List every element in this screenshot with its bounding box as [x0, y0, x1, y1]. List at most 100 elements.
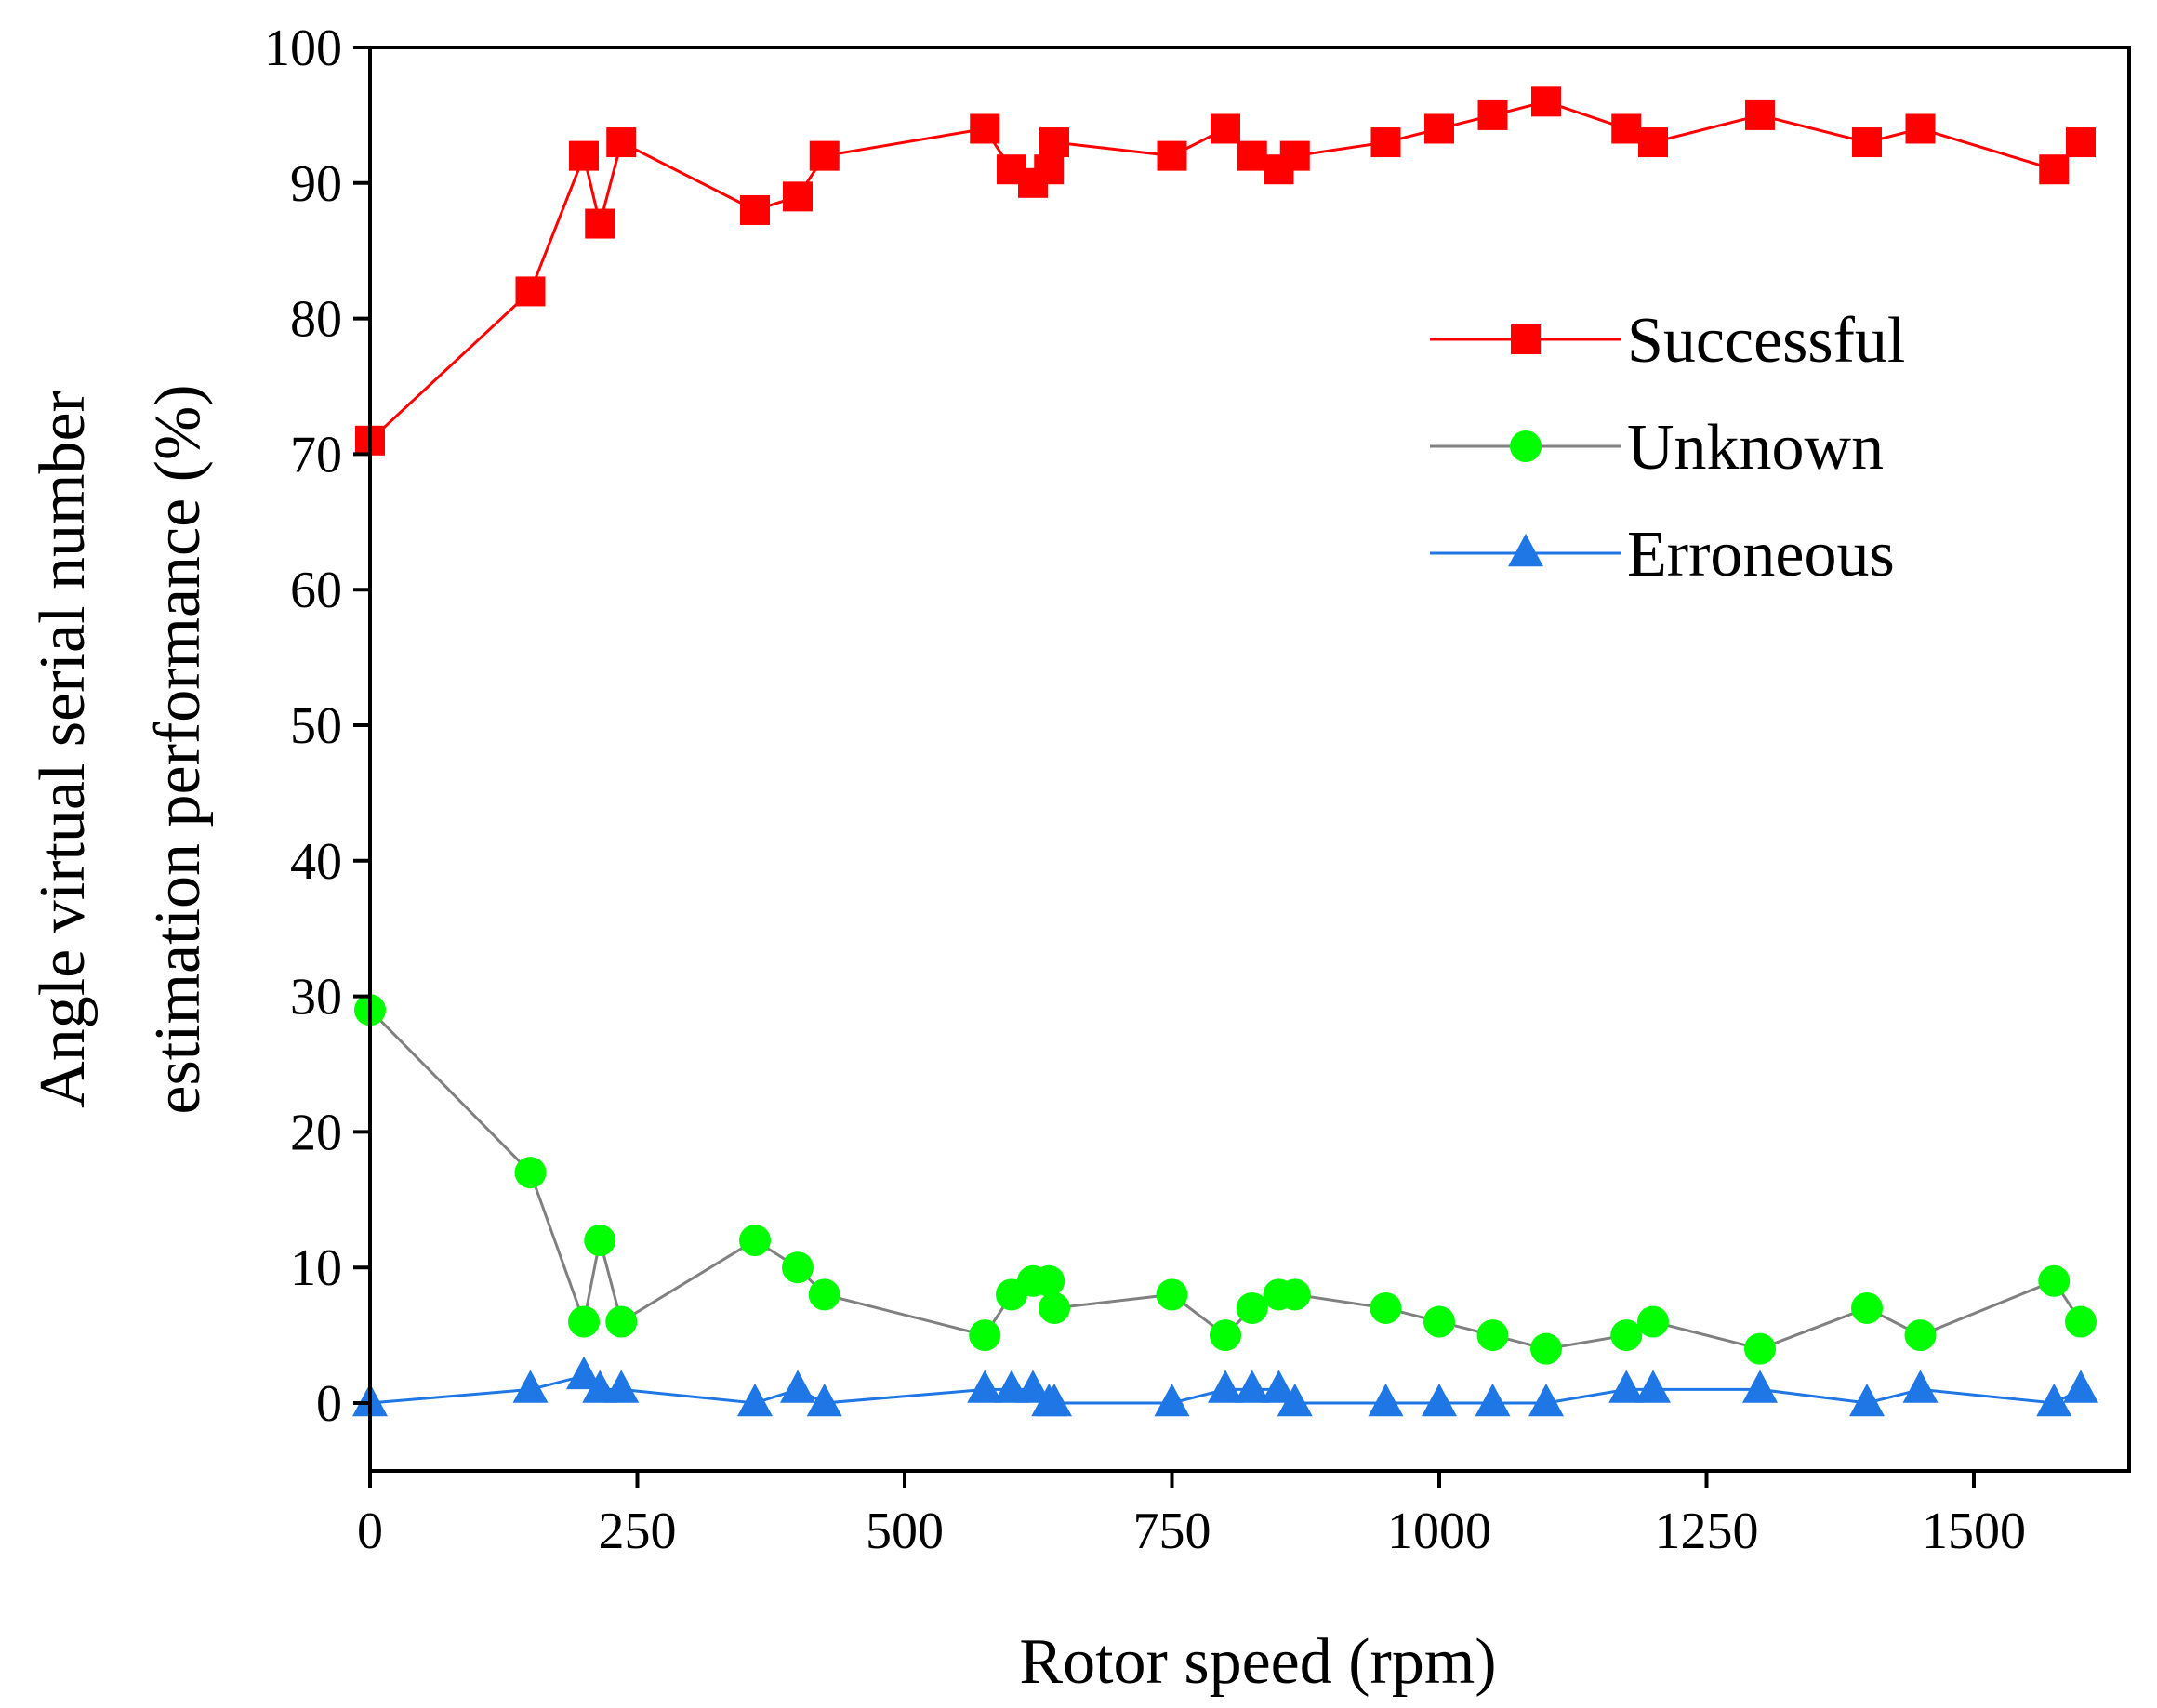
y-tick-label: 0 — [316, 1375, 342, 1433]
unknown-data-point — [1904, 1319, 1937, 1352]
successful-data-point — [2066, 127, 2096, 158]
unknown-data-point — [2065, 1305, 2097, 1338]
unknown-data-point — [1476, 1319, 1509, 1352]
legend: Successful Unknown Erroneous — [1430, 305, 1905, 590]
unknown-data-point — [584, 1225, 616, 1257]
erroneous-data-point — [806, 1383, 842, 1417]
successful-data-point — [1279, 140, 1310, 171]
successful-data-point — [1852, 127, 1882, 158]
unknown-data-point — [1637, 1305, 1669, 1338]
unknown-data-point — [1370, 1291, 1402, 1324]
ticks-layer: 0 250 500 750 1000 1250 1500 0 10 20 30 40 50 60 70 80 9… — [264, 20, 2026, 1560]
erroneous-data-point — [1422, 1383, 1457, 1417]
erroneous-data-point — [780, 1370, 815, 1403]
successful-data-point — [740, 194, 770, 225]
y-tick-label: 50 — [290, 697, 342, 755]
legend-label-erroneous: Erroneous — [1627, 519, 1895, 590]
x-tick-label: 0 — [357, 1503, 383, 1560]
unknown-data-point — [2038, 1264, 2071, 1297]
successful-data-point — [585, 208, 615, 239]
series-successful — [355, 86, 2096, 456]
y-axis-title-line-2: estimation performance (%) — [142, 384, 214, 1114]
erroneous-data-point — [1849, 1383, 1885, 1417]
unknown-data-point — [1210, 1319, 1241, 1352]
erroneous-data-point — [1742, 1370, 1778, 1403]
erroneous-data-point — [1528, 1383, 1564, 1417]
unknown-data-point — [808, 1278, 840, 1311]
erroneous-data-point — [967, 1370, 1003, 1403]
unknown-data-point — [1851, 1291, 1883, 1324]
successful-data-point — [1745, 99, 1775, 130]
legend-marker-erroneous — [1508, 533, 1543, 567]
unknown-data-point — [605, 1305, 638, 1338]
erroneous-data-point — [603, 1370, 640, 1403]
unknown-data-point — [568, 1305, 600, 1338]
erroneous-data-point — [1234, 1370, 1270, 1403]
erroneous-data-point — [1475, 1383, 1511, 1417]
successful-data-point — [1211, 113, 1240, 144]
y-tick-label: 90 — [290, 155, 342, 213]
plot-layer — [352, 86, 2098, 1417]
erroneous-data-point — [1154, 1383, 1190, 1417]
x-tick-label: 1500 — [1922, 1503, 2026, 1560]
unknown-data-point — [1744, 1332, 1776, 1365]
successful-data-point — [783, 181, 813, 212]
successful-data-point — [1039, 127, 1069, 158]
y-tick-label: 20 — [290, 1104, 342, 1161]
successful-data-point — [1477, 99, 1508, 130]
unknown-data-point — [1039, 1291, 1070, 1324]
successful-data-point — [1638, 127, 1668, 158]
successful-data-point — [1424, 113, 1454, 144]
y-tick-label: 70 — [290, 426, 342, 483]
unknown-data-point — [1610, 1319, 1643, 1352]
erroneous-data-point — [1902, 1370, 1939, 1403]
y-tick-label: 10 — [290, 1239, 342, 1297]
erroneous-data-point — [2063, 1370, 2098, 1403]
successful-data-point — [970, 113, 1000, 144]
erroneous-data-point — [1261, 1370, 1297, 1403]
successful-data-point — [809, 140, 840, 171]
y-tick-label: 30 — [290, 969, 342, 1026]
successful-data-point — [1034, 154, 1065, 185]
successful-data-point — [1611, 113, 1642, 144]
successful-data-point — [1370, 127, 1401, 158]
successful-data-point — [569, 140, 599, 171]
erroneous-data-point — [1037, 1383, 1072, 1417]
erroneous-data-point — [566, 1356, 602, 1390]
x-axis-title: Rotor speed (rpm) — [1019, 1626, 1496, 1698]
unknown-data-point — [1530, 1332, 1562, 1365]
legend-item-successful: Successful — [1430, 305, 1905, 377]
plot-frame — [368, 46, 2131, 1473]
successful-data-point — [606, 127, 637, 158]
successful-data-point — [515, 276, 546, 307]
legend-item-erroneous: Erroneous — [1430, 519, 1895, 590]
successful-data-point — [2039, 154, 2070, 185]
erroneous-data-point — [1208, 1370, 1243, 1403]
y-axis-title-line-1: Angle virtual serial number — [27, 391, 99, 1108]
unknown-data-point — [782, 1251, 814, 1284]
x-tick-label: 250 — [599, 1503, 677, 1560]
legend-marker-unknown — [1510, 430, 1542, 462]
successful-data-point — [1905, 113, 1936, 144]
x-tick-label: 500 — [866, 1503, 944, 1560]
legend-label-successful: Successful — [1627, 305, 1905, 377]
y-tick-label: 100 — [264, 20, 342, 77]
successful-data-point — [1157, 140, 1187, 171]
unknown-data-point — [1236, 1291, 1268, 1324]
erroneous-data-point — [1368, 1383, 1404, 1417]
legend-marker-successful — [1511, 324, 1541, 354]
series-unknown — [354, 994, 2097, 1365]
erroneous-data-point — [1608, 1370, 1645, 1403]
erroneous-data-point — [512, 1370, 549, 1403]
successful-data-point — [1237, 140, 1267, 171]
y-tick-label: 60 — [290, 562, 342, 619]
successful-data-point — [1531, 86, 1561, 117]
unknown-data-point — [739, 1225, 771, 1257]
unknown-data-point — [1278, 1278, 1311, 1311]
x-tick-label: 1250 — [1655, 1503, 1759, 1560]
unknown-data-point — [1156, 1278, 1188, 1311]
unknown-data-point — [1033, 1264, 1065, 1297]
series-erroneous — [352, 1356, 2098, 1417]
